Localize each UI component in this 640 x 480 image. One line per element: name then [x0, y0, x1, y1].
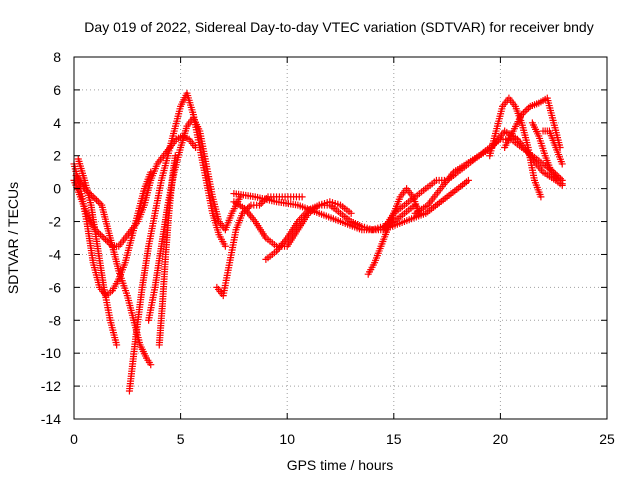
- data-point-marker: [89, 193, 97, 201]
- data-point-marker: [523, 106, 531, 114]
- series-track-5: [125, 89, 229, 395]
- x-tick-label: 5: [177, 431, 185, 447]
- data-point-marker: [221, 242, 229, 250]
- data-point-marker: [347, 209, 355, 217]
- data-point-marker: [521, 107, 529, 115]
- series-track-1: [70, 132, 200, 250]
- x-axis-label: GPS time / hours: [287, 457, 394, 473]
- x-tick-label: 0: [70, 431, 78, 447]
- data-point-marker: [298, 193, 306, 201]
- series-track-4: [72, 171, 155, 369]
- data-point-marker: [98, 232, 106, 240]
- data-point-marker: [113, 341, 121, 349]
- series-track-18: [539, 127, 566, 168]
- data-point-marker: [519, 109, 527, 117]
- data-point-marker: [103, 237, 111, 245]
- plot-border: [73, 56, 608, 420]
- data-point-marker: [257, 199, 265, 207]
- data-point-marker: [81, 185, 89, 193]
- data-point-marker: [87, 191, 95, 199]
- data-point-marker: [94, 198, 102, 206]
- data-point-marker: [100, 234, 108, 242]
- y-tick-label: 4: [53, 115, 61, 131]
- y-axis-label: SDTVAR / TECUs: [5, 182, 21, 294]
- series-track-7: [155, 152, 179, 349]
- y-tick-label: -12: [41, 378, 61, 394]
- data-point-marker: [96, 199, 104, 207]
- x-tick-labels: 0 5 10 15 20 25: [70, 431, 615, 447]
- x-tick-label: 25: [599, 431, 615, 447]
- data-point-marker: [558, 160, 566, 168]
- data-point-marker: [147, 361, 155, 369]
- y-tick-label: -6: [49, 279, 62, 295]
- data-point-marker: [238, 209, 246, 217]
- y-tick-label: 8: [53, 49, 61, 65]
- data-point-marker: [86, 190, 94, 198]
- data-point-marker: [171, 152, 179, 160]
- y-tick-label: 0: [53, 181, 61, 197]
- data-point-marker: [537, 193, 545, 201]
- data-point-marker: [245, 203, 253, 211]
- x-tick-label: 10: [279, 431, 295, 447]
- y-tick-label: -14: [41, 411, 61, 427]
- data-point-marker: [558, 180, 566, 188]
- y-tick-label: 2: [53, 148, 61, 164]
- data-point-marker: [82, 186, 90, 194]
- y-tick-label: -2: [49, 214, 62, 230]
- data-point-marker: [255, 201, 263, 209]
- data-point-marker: [525, 104, 533, 112]
- chart-title: Day 019 of 2022, Sidereal Day-to-day VTE…: [84, 19, 593, 35]
- data-point-marker: [464, 176, 472, 184]
- y-tick-label: 6: [53, 82, 61, 98]
- data-point-marker: [518, 111, 526, 119]
- y-tick-label: -10: [41, 345, 61, 361]
- data-layer: [70, 89, 566, 395]
- series-track-17: [528, 119, 566, 188]
- y-tick-labels: 8 6 4 2 0 -2 -4 -6 -8 -10 -12 -14: [41, 49, 61, 427]
- data-point-marker: [84, 188, 92, 196]
- data-point-marker: [91, 195, 99, 203]
- x-tick-label: 15: [386, 431, 402, 447]
- axis-ticks: [73, 56, 608, 420]
- x-tick-label: 20: [493, 431, 509, 447]
- y-tick-label: -4: [49, 246, 62, 262]
- series-track-8: [213, 193, 306, 300]
- data-point-marker: [102, 236, 110, 244]
- data-point-marker: [147, 168, 155, 176]
- y-tick-label: -8: [49, 312, 62, 328]
- data-point-marker: [93, 196, 101, 204]
